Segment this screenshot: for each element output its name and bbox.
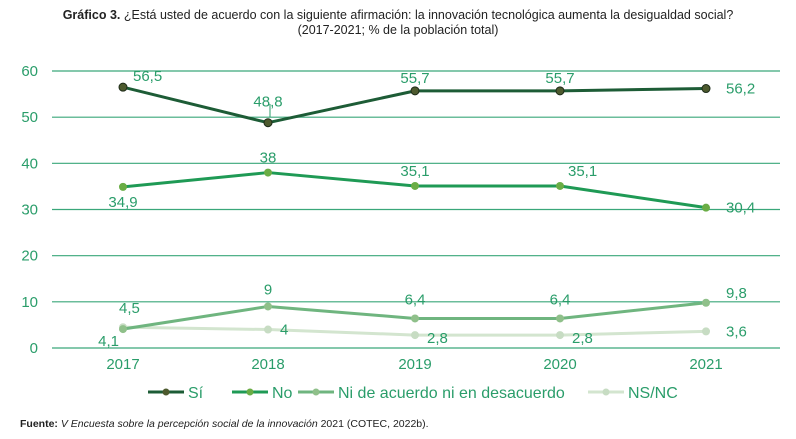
y-tick-label: 10 [21, 294, 38, 311]
y-tick-label: 50 [21, 109, 38, 126]
chart-title: Gráfico 3. ¿Está usted de acuerdo con la… [0, 8, 796, 38]
data-label-nsnc: 3,6 [726, 323, 747, 340]
data-point-no [411, 181, 419, 190]
legend-swatch-marker-ni [312, 388, 320, 396]
data-label-no: 30,4 [726, 200, 755, 217]
data-point-no [264, 168, 272, 177]
data-label-ni: 9,8 [726, 285, 747, 302]
x-tick-label: 2017 [106, 356, 139, 373]
chart-subtitle: (2017-2021; % de la población total) [297, 23, 499, 37]
legend-label-nsnc: NS/NC [628, 385, 678, 402]
data-point-ni [264, 302, 272, 311]
source-title: V Encuesta sobre la percepción social de… [60, 418, 318, 430]
gridlines [52, 70, 780, 349]
data-label-nsnc: 4,5 [119, 300, 140, 317]
data-label-ni: 6,4 [550, 291, 571, 308]
source-note: Fuente: V Encuesta sobre la percepción s… [20, 418, 429, 430]
data-point-si [410, 86, 420, 96]
data-point-no [119, 182, 127, 191]
data-label-nsnc: 2,8 [427, 330, 448, 347]
data-label-nsnc: 2,8 [572, 330, 593, 347]
data-point-ni [556, 314, 564, 323]
legend: Sí No Ni de acuerdo ni en desacuerdo NS/NC [148, 385, 678, 402]
chart-title-text: ¿Está usted de acuerdo con la siguiente … [123, 8, 734, 22]
data-point-nsnc [411, 331, 419, 340]
source-label: Fuente: [20, 418, 58, 430]
y-tick-label: 0 [30, 340, 38, 357]
data-label-ni: 6,4 [405, 291, 426, 308]
data-label-nsnc: 4 [280, 322, 288, 339]
data-point-si [701, 84, 711, 94]
data-label-no: 38 [260, 150, 277, 167]
data-point-ni [411, 314, 419, 323]
x-axis-ticks: 2017 2018 2019 2020 2021 [106, 356, 722, 373]
legend-swatch-marker-nsnc [602, 388, 610, 396]
data-label-no: 35,1 [400, 163, 429, 180]
data-point-si [555, 86, 565, 96]
chart-title-label: Gráfico 3. [62, 8, 121, 22]
legend-label-si: Sí [188, 385, 204, 402]
x-tick-label: 2019 [398, 356, 431, 373]
data-point-no [556, 181, 564, 190]
y-tick-label: 60 [21, 63, 38, 80]
legend-label-no: No [272, 385, 293, 402]
data-point-ni [119, 325, 127, 334]
y-tick-label: 40 [21, 155, 38, 172]
data-label-ni: 9 [264, 281, 272, 298]
source-rest: 2021 (COTEC, 2022b). [317, 418, 429, 430]
y-tick-label: 30 [21, 202, 38, 219]
data-labels: 4,5 4 2,8 2,8 3,6 4,1 9 6,4 6,4 9,8 34,9 38 35,1 35,1… [98, 68, 755, 350]
data-label-ni: 4,1 [98, 333, 119, 350]
y-axis-ticks: 0 10 20 30 40 50 60 [21, 63, 38, 357]
legend-swatch-marker-no [246, 388, 254, 396]
data-label-si: 56,5 [133, 68, 162, 85]
data-point-nsnc [264, 325, 272, 334]
legend-label-ni: Ni de acuerdo ni en desacuerdo [338, 385, 565, 402]
data-label-no: 35,1 [568, 163, 597, 180]
legend-swatch-marker-si [162, 388, 170, 396]
data-label-si: 55,7 [545, 70, 574, 87]
data-point-si [263, 118, 273, 128]
data-label-si: 48,8 [253, 94, 282, 111]
data-point-nsnc [702, 327, 710, 336]
data-point-ni [702, 298, 710, 307]
data-point-nsnc [556, 331, 564, 340]
data-point-no [702, 203, 710, 212]
x-tick-label: 2018 [251, 356, 284, 373]
series-group [118, 82, 711, 340]
x-tick-label: 2021 [689, 356, 722, 373]
data-label-si: 55,7 [400, 70, 429, 87]
data-point-si [118, 82, 128, 92]
y-tick-label: 20 [21, 248, 38, 265]
x-tick-label: 2020 [543, 356, 576, 373]
data-label-si: 56,2 [726, 81, 755, 98]
data-label-no: 34,9 [108, 194, 137, 211]
